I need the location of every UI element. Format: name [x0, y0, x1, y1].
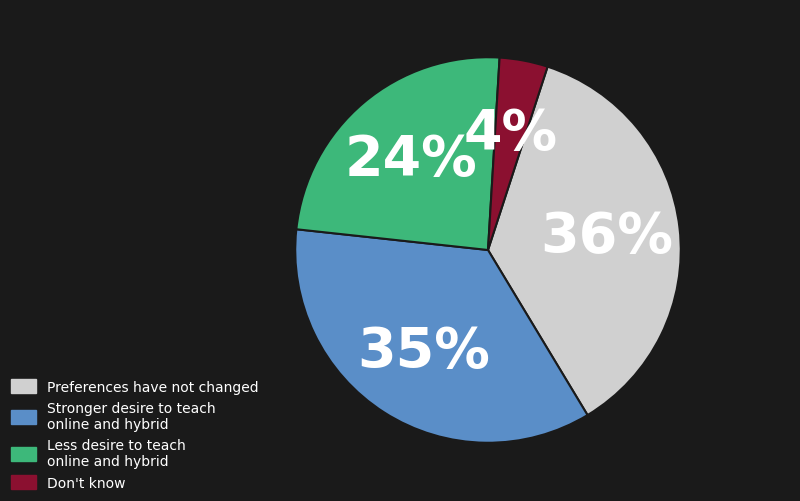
Legend: Preferences have not changed, Stronger desire to teach
online and hybrid, Less d: Preferences have not changed, Stronger d…: [7, 375, 263, 494]
Text: 24%: 24%: [345, 132, 478, 186]
Wedge shape: [295, 230, 587, 443]
Text: 4%: 4%: [463, 106, 558, 160]
Text: 35%: 35%: [358, 324, 490, 378]
Wedge shape: [296, 58, 500, 250]
Wedge shape: [488, 59, 547, 250]
Wedge shape: [488, 68, 681, 415]
Text: 36%: 36%: [540, 210, 674, 264]
